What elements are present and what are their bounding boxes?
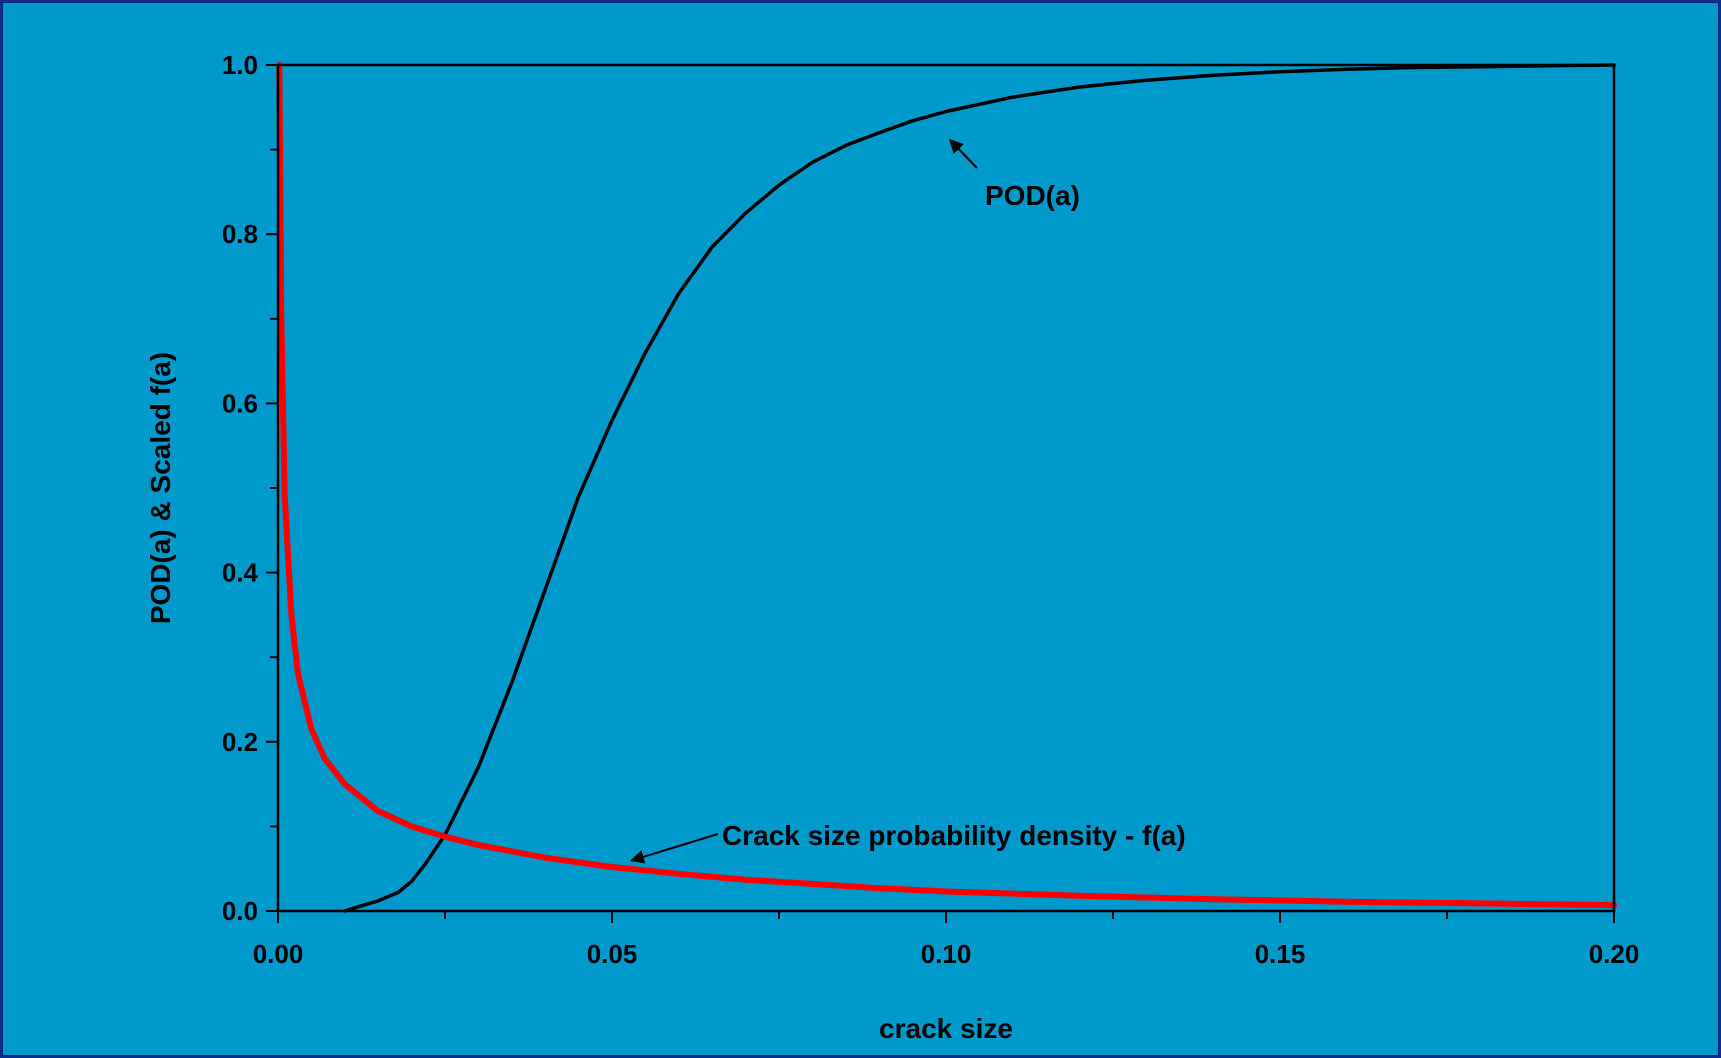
annotations: POD(a) Crack size probability density - f… <box>630 138 1186 864</box>
y-tick-labels: 0.0 0.2 0.4 0.6 0.8 1.0 <box>222 50 259 926</box>
y-axis-title: POD(a) & Scaled f(a) <box>145 352 176 624</box>
x-tick-label: 0.05 <box>587 939 638 969</box>
x-tick-label: 0.15 <box>1255 939 1306 969</box>
density-label: Crack size probability density - f(a) <box>722 820 1186 851</box>
density-curve <box>276 62 1617 909</box>
y-tick-label: 0.8 <box>222 219 258 249</box>
plot-area <box>276 63 1616 913</box>
x-axis-title: crack size <box>879 1013 1013 1044</box>
density-arrow <box>630 833 719 864</box>
axis-ticks <box>266 64 1615 923</box>
y-tick-label: 0.2 <box>222 727 258 757</box>
x-tick-label: 0.10 <box>921 939 972 969</box>
x-tick-label: 0.20 <box>1589 939 1640 969</box>
x-tick-label: 0.00 <box>253 939 304 969</box>
x-tick-labels: 0.00 0.05 0.10 0.15 0.20 <box>253 939 1640 969</box>
series-layer <box>276 62 1617 913</box>
y-tick-label: 0.4 <box>222 558 259 588</box>
pod-curve <box>343 63 1616 913</box>
pod-arrow <box>949 138 978 169</box>
y-tick-label: 0.6 <box>222 388 258 418</box>
y-tick-label: 1.0 <box>222 50 258 80</box>
pod-label: POD(a) <box>985 180 1080 211</box>
y-tick-label: 0.0 <box>222 896 258 926</box>
